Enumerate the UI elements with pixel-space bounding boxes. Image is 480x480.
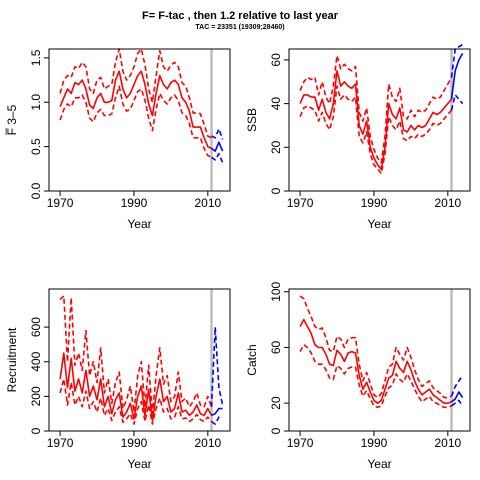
x-tick-label: 1970 <box>47 436 74 450</box>
x-axis-label: Year <box>127 217 151 231</box>
x-tick-label: 1970 <box>287 196 314 210</box>
series-projection-median <box>211 407 223 417</box>
x-tick-label: 1990 <box>361 436 388 450</box>
series-upper <box>59 48 212 139</box>
plot-frame <box>48 288 231 432</box>
x-tick-label: 1970 <box>287 436 314 450</box>
y-tick-label: 40 <box>269 97 283 111</box>
series-upper <box>59 295 213 415</box>
x-tick-label: 2010 <box>194 436 221 450</box>
series-median <box>299 318 452 405</box>
series-projection-upper <box>450 43 464 78</box>
y-tick-label: 0.0 <box>29 182 43 199</box>
y-tick-label: 400 <box>29 351 43 371</box>
chart-catch: 1970 1990 2010 Year 0 20 60 100 Catch <box>245 281 471 471</box>
series-lower <box>59 85 212 159</box>
y-tick-label: 0 <box>29 427 43 434</box>
series-projection-lower <box>451 399 464 407</box>
y-axis-label: SSB <box>245 108 259 132</box>
x-tick-label: 2010 <box>434 196 461 210</box>
y-axis-label: F̅ 3–5 <box>5 104 19 135</box>
series-projection-upper <box>211 128 224 140</box>
series-projection-median <box>450 53 464 100</box>
figure-title: F= F-tac , then 1.2 relative to last yea… <box>142 10 338 22</box>
chart-ssb: 1970 1990 2010 Year 0 20 40 60 SSB <box>245 43 471 231</box>
y-tick-label: 0.5 <box>29 138 43 155</box>
y-tick-label: 60 <box>269 340 283 354</box>
series-upper <box>299 54 453 164</box>
x-axis-label: Year <box>127 457 151 471</box>
series-upper <box>299 295 452 399</box>
series-projection-lower <box>211 152 224 163</box>
plot-frame <box>48 48 231 192</box>
series-median <box>59 352 213 422</box>
y-tick-label: 0 <box>269 427 283 434</box>
chart-recruitment: 1970 1990 2010 Year 0 200 400 600 Recruitment <box>5 288 231 471</box>
chart-fbar: 1970 1990 2010 Year 0.0 0.5 1.0 1.5 F̅ 3–5 <box>5 48 231 231</box>
series-projection-upper <box>450 374 464 397</box>
series-lower <box>299 343 452 409</box>
y-tick-label: 1.5 <box>29 49 43 66</box>
series-lower <box>59 378 213 425</box>
plot-frame <box>288 288 471 432</box>
x-axis-label: Year <box>367 217 391 231</box>
series-projection-upper <box>210 326 224 407</box>
series-projection-lower <box>211 416 223 425</box>
y-tick-label: 100 <box>269 281 283 301</box>
y-tick-label: 20 <box>269 140 283 154</box>
series-projection-median <box>211 141 224 152</box>
x-tick-label: 2010 <box>434 436 461 450</box>
figure-subtitle: TAC = 23351 (19309;28460) <box>195 24 285 31</box>
y-tick-label: 60 <box>269 53 283 67</box>
plot-frame <box>288 48 471 192</box>
x-tick-label: 1970 <box>47 196 74 210</box>
x-tick-label: 1990 <box>121 196 148 210</box>
y-tick-label: 600 <box>29 317 43 337</box>
series-projection-median <box>451 391 464 403</box>
y-tick-label: 1.0 <box>29 94 43 111</box>
y-tick-label: 0 <box>269 187 283 194</box>
series-median <box>59 70 212 150</box>
y-tick-label: 200 <box>29 386 43 406</box>
series-lower <box>299 85 453 175</box>
y-axis-label: Catch <box>245 344 259 375</box>
x-axis-label: Year <box>367 457 391 471</box>
x-tick-label: 1990 <box>121 436 148 450</box>
y-axis-label: Recruitment <box>5 327 19 392</box>
y-tick-label: 20 <box>269 396 283 410</box>
x-tick-label: 1990 <box>361 196 388 210</box>
x-tick-label: 2010 <box>194 196 221 210</box>
series-projection-lower <box>450 94 464 111</box>
series-median <box>299 70 453 170</box>
